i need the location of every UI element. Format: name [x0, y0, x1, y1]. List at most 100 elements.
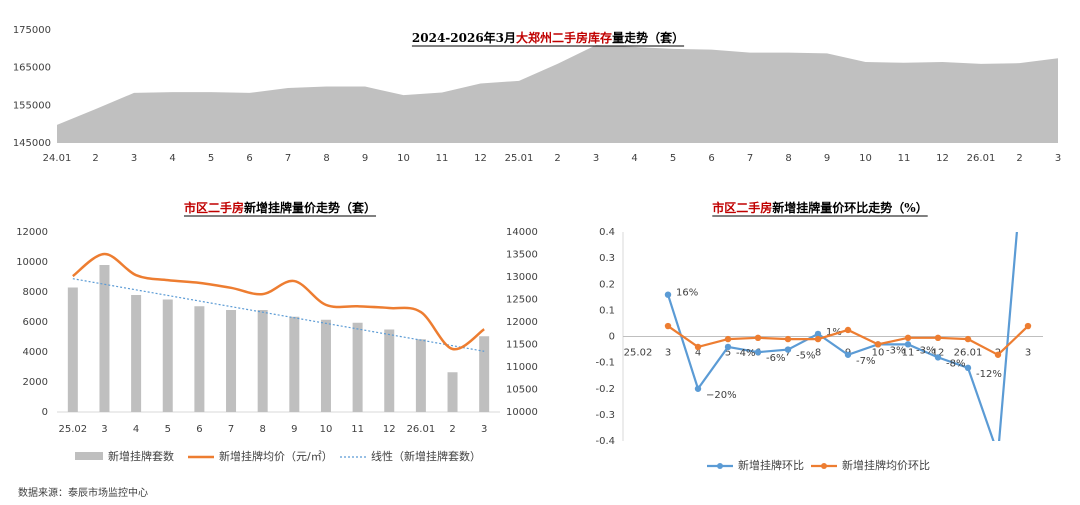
x-tick-label: 4 [169, 153, 175, 164]
y-tick-label: 0 [609, 332, 615, 343]
title-part: 2024-2026年3月 [412, 30, 516, 45]
x-tick-label: 2 [554, 153, 560, 164]
x-tick-label: 7 [228, 424, 234, 435]
legend-swatch [717, 463, 723, 469]
x-tick-label: 10 [397, 153, 410, 164]
y2-tick-label: 11000 [506, 362, 538, 373]
x-tick-label: 10 [320, 424, 333, 435]
x-tick-label: 8 [259, 424, 265, 435]
x-tick-label: 26.01 [407, 424, 436, 435]
x-tick-label: 6 [196, 424, 202, 435]
x-tick-label: 8 [815, 348, 821, 359]
point [814, 335, 822, 343]
x-tick-label: 4 [133, 424, 139, 435]
y2-tick-label: 14000 [506, 227, 538, 238]
chart-title: 市区二手房新增挂牌量价走势（套） [184, 200, 376, 215]
title-part: 新增挂牌量价走势（套） [244, 200, 376, 215]
bar [226, 310, 237, 412]
chart-title: 市区二手房新增挂牌量价环比走势（%） [712, 200, 927, 215]
x-tick-label: 8 [785, 153, 791, 164]
y2-tick-label: 13500 [506, 250, 538, 261]
data-label: -6% [766, 353, 785, 364]
point [664, 322, 672, 330]
x-tick-label: 10 [872, 348, 885, 359]
point [754, 348, 762, 356]
x-tick-label: 11 [351, 424, 364, 435]
x-tick-label: 9 [824, 153, 830, 164]
point [694, 343, 702, 351]
y-tick-label: 175000 [13, 25, 51, 36]
bar [131, 295, 142, 412]
title-part: 市区二手房 [712, 200, 772, 215]
x-tick-label: 11 [902, 348, 915, 359]
point [694, 385, 702, 392]
legend-label: 新增挂牌均价（元/㎡） [219, 449, 333, 463]
y-tick-label: 2000 [23, 377, 48, 388]
x-tick-label: 24.01 [43, 153, 72, 164]
x-tick-label: 3 [481, 424, 487, 435]
x-tick-label: 10 [859, 153, 872, 164]
y-tick-label: 12000 [16, 227, 48, 238]
x-tick-label: 3 [131, 153, 137, 164]
x-tick-label: 4 [695, 348, 701, 359]
bar [194, 306, 205, 412]
y-tick-label: 0.1 [599, 305, 615, 316]
point [784, 346, 792, 353]
y-tick-label: 165000 [13, 63, 51, 74]
bar [162, 299, 173, 412]
bar [67, 287, 78, 412]
x-tick-label: 5 [725, 348, 731, 359]
point [724, 343, 732, 351]
point [934, 334, 942, 342]
x-tick-label: 7 [747, 153, 753, 164]
data-label: -4% [736, 348, 755, 359]
data-label: -5% [796, 351, 815, 362]
legend-swatch [821, 463, 827, 469]
y-tick-label: 0.2 [599, 279, 615, 290]
bar [384, 329, 395, 412]
x-tick-label: 8 [323, 153, 329, 164]
y2-tick-label: 11500 [506, 340, 538, 351]
price-line [72, 252, 485, 351]
y-tick-label: -0.3 [595, 410, 615, 421]
x-tick-label: 9 [362, 153, 368, 164]
point [904, 341, 912, 348]
y2-tick-label: 10500 [506, 385, 538, 396]
y-tick-label: -0.1 [595, 358, 615, 369]
data-label: -3% [886, 345, 905, 356]
point [754, 334, 762, 342]
point [994, 351, 1002, 358]
bar [352, 322, 363, 412]
point [934, 354, 942, 361]
title-part: 大郑州二手房库存 [516, 30, 612, 45]
point [904, 334, 912, 342]
y-tick-label: 0 [42, 407, 48, 418]
y-tick-label: 4000 [23, 347, 48, 358]
point [844, 326, 852, 334]
x-tick-label: 2 [92, 153, 98, 164]
legend-label: 线性（新增挂牌套数） [371, 449, 481, 463]
y-tick-label: 145000 [13, 138, 51, 149]
bar [415, 339, 426, 412]
data-label: -8% [946, 358, 965, 369]
x-tick-label: 5 [670, 153, 676, 164]
x-tick-label: 3 [1055, 153, 1061, 164]
plot-area: 16% −20% -4% -6% -5% 1% -7% -3% -3% -8% -12% [664, 232, 1032, 441]
y-tick-label: 0.3 [599, 253, 615, 264]
bar [99, 265, 110, 412]
data-label: 16% [676, 288, 698, 299]
y-tick-label: 0.4 [599, 227, 615, 238]
y-tick-label: 10000 [16, 257, 48, 268]
x-tick-label: 2 [449, 424, 455, 435]
y-tick-label: 155000 [13, 100, 51, 111]
x-tick-label: 6 [708, 153, 714, 164]
legend-label: 新增挂牌套数 [108, 449, 174, 463]
point [1024, 322, 1032, 330]
point [874, 341, 882, 348]
source-note: 数据来源：泰辰市场监控中心 [18, 486, 148, 499]
x-tick-label: 5 [165, 424, 171, 435]
x-tick-label: 25.02 [624, 348, 653, 359]
x-tick-label: 25.02 [59, 424, 88, 435]
x-tick-label: 12 [383, 424, 396, 435]
